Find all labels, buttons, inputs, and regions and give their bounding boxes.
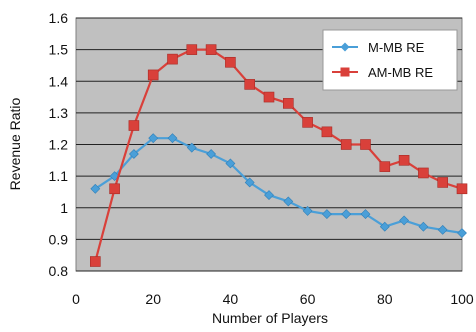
data-point-m-mb-re [457, 228, 467, 238]
legend-label-am-mb-re: AM-MB RE [368, 65, 433, 80]
y-tick-label: 0.9 [49, 231, 69, 247]
y-tick-label: 0.8 [49, 263, 69, 279]
data-point-m-mb-re [399, 215, 410, 226]
data-point-am-mb-re [379, 161, 391, 172]
data-point-m-mb-re [283, 196, 294, 207]
data-point-am-mb-re [167, 53, 178, 65]
data-point-am-mb-re [360, 139, 371, 150]
y-tick-label: 1 [60, 200, 68, 216]
data-point-am-mb-re [186, 44, 198, 55]
y-tick-label: 1.5 [49, 42, 69, 58]
data-point-am-mb-re [225, 56, 236, 68]
data-point-m-mb-re [148, 133, 159, 144]
y-tick-label: 1.6 [49, 10, 69, 26]
y-tick-label: 1.4 [49, 73, 69, 89]
legend-marker-diamond-icon [340, 42, 350, 52]
data-point-am-mb-re [244, 79, 255, 90]
y-axis-ticks: 0.8 0.9 1 1.1 1.2 1.3 1.4 1.5 1.6 [49, 10, 69, 279]
data-point-am-mb-re [109, 183, 120, 195]
legend-box [322, 29, 458, 91]
data-point-m-mb-re [244, 177, 255, 188]
data-point-m-mb-re [418, 221, 429, 232]
legend-marker-square-icon [340, 67, 350, 77]
x-tick-label: 40 [223, 291, 239, 307]
data-point-m-mb-re [167, 133, 178, 144]
data-point-m-mb-re [128, 149, 139, 159]
series-layer [90, 44, 468, 267]
x-axis-ticks: 0 20 40 60 80 100 [72, 291, 474, 307]
data-point-m-mb-re [360, 209, 371, 219]
data-point-m-mb-re [302, 205, 313, 216]
data-point-am-mb-re [302, 117, 313, 128]
x-axis-label: Number of Players [212, 310, 328, 326]
data-point-am-mb-re [418, 167, 429, 179]
x-tick-label: 60 [300, 291, 316, 307]
data-point-m-mb-re [321, 209, 332, 219]
data-point-m-mb-re [90, 183, 101, 194]
y-axis-label: Revenue Ratio [7, 97, 23, 190]
data-point-m-mb-re [437, 224, 448, 235]
x-tick-label: 20 [145, 291, 161, 307]
x-tick-label: 100 [450, 291, 474, 307]
data-point-am-mb-re [263, 91, 275, 103]
data-point-am-mb-re [321, 126, 333, 138]
data-point-m-mb-re [206, 149, 217, 159]
data-point-am-mb-re [282, 98, 294, 109]
data-point-am-mb-re [147, 69, 159, 81]
y-tick-label: 1.3 [49, 105, 69, 121]
data-point-m-mb-re [186, 142, 197, 153]
x-tick-label: 80 [377, 291, 393, 307]
data-point-m-mb-re [341, 209, 352, 219]
data-point-am-mb-re [398, 155, 410, 166]
data-point-am-mb-re [437, 177, 449, 188]
y-tick-label: 1.1 [49, 168, 69, 184]
data-point-m-mb-re [264, 190, 274, 201]
x-tick-label: 0 [72, 291, 80, 307]
data-point-am-mb-re [205, 44, 217, 55]
data-point-am-mb-re [128, 120, 140, 131]
data-point-m-mb-re [225, 158, 236, 169]
legend-label-m-mb-re: M-MB RE [368, 40, 425, 55]
data-point-am-mb-re [456, 183, 468, 195]
data-point-am-mb-re [340, 139, 352, 150]
data-point-am-mb-re [90, 256, 101, 267]
data-point-m-mb-re [379, 221, 390, 232]
y-tick-label: 1.2 [49, 137, 69, 153]
legend: M-MB RE AM-MB RE [322, 29, 458, 91]
